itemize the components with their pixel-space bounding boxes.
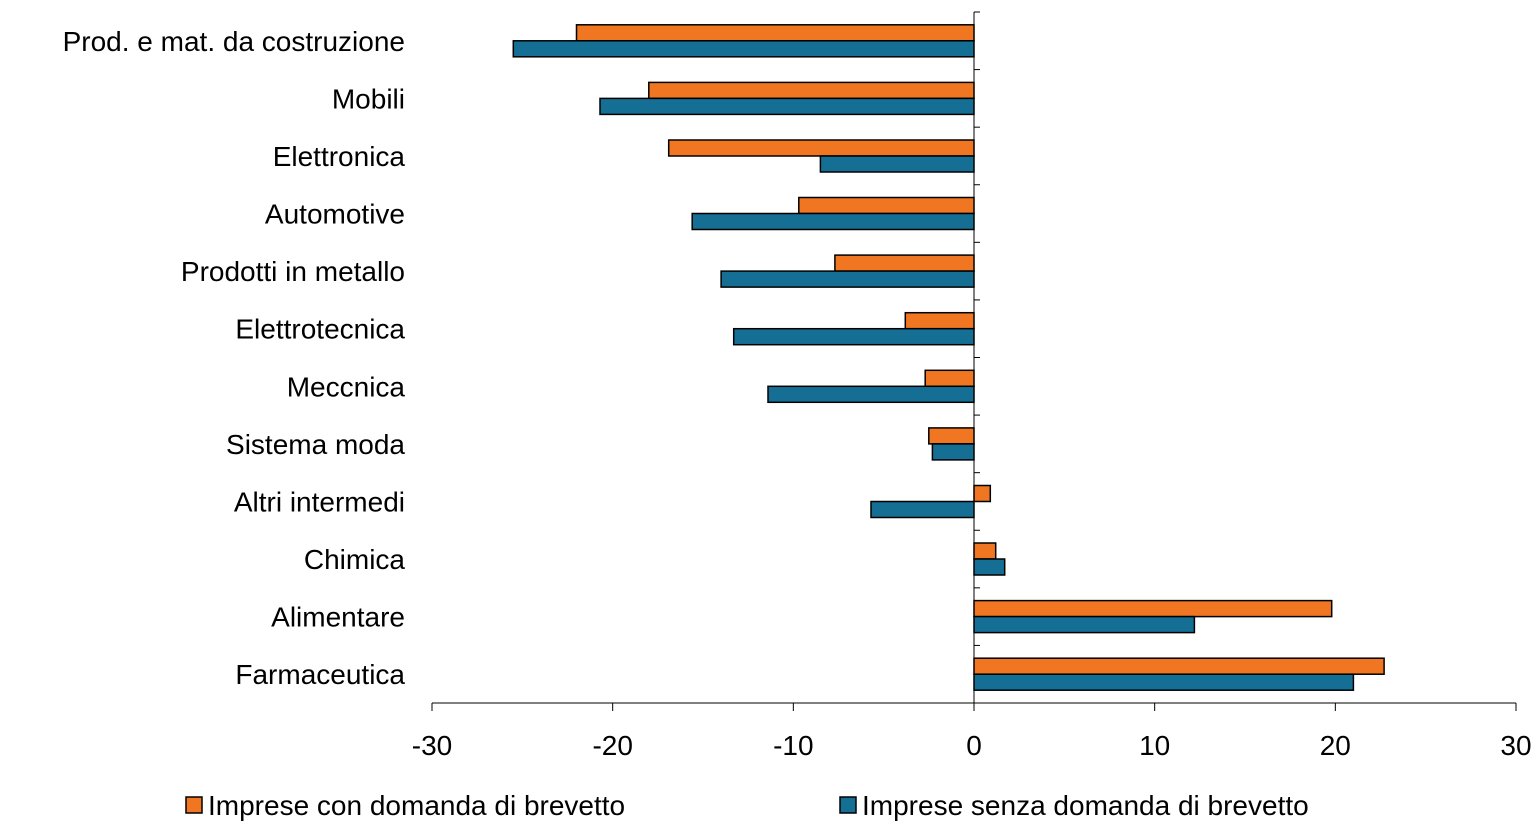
x-tick-labels: -30 -20 -10 0 10 20 30 [412, 730, 1532, 761]
category-labels: Prod. e mat. da costruzione Mobili Elettro… [63, 26, 406, 690]
category-label: Prodotti in metallo [181, 256, 405, 287]
category-label: Meccnica [287, 371, 406, 402]
category-label: Mobili [332, 83, 405, 114]
bar-series-1-10 [973, 542, 997, 560]
category-label: Alimentare [271, 602, 405, 633]
x-tick-label: 20 [1320, 730, 1351, 761]
axes-group [431, 11, 1517, 711]
bar-series-2-2 [599, 97, 975, 116]
bars-group [512, 24, 1385, 691]
bar-series-1-5 [834, 254, 975, 272]
category-label: Prod. e mat. da costruzione [63, 26, 405, 57]
bar-series-1-7 [924, 369, 975, 388]
x-tick-label: -20 [592, 730, 632, 761]
category-label: Elettronica [273, 141, 406, 172]
x-tick-label: -30 [412, 730, 452, 761]
bar-series-2-6 [732, 327, 975, 346]
bar-series-1-6 [904, 311, 975, 330]
bar-series-2-5 [720, 270, 975, 288]
x-tick-label: 30 [1500, 730, 1531, 761]
bar-series-1-9 [973, 484, 992, 503]
x-tick-label: -10 [773, 730, 813, 761]
category-label: Chimica [304, 544, 406, 575]
category-label: Altri intermedi [234, 487, 405, 518]
bar-series-2-3 [819, 155, 975, 173]
bar-series-1-8 [928, 427, 975, 445]
bar-series-1-1 [575, 24, 975, 42]
bar-series-2-4 [691, 212, 975, 231]
bar-series-1-4 [798, 196, 975, 215]
legend-swatch-2 [839, 796, 857, 814]
legend-label-1: Imprese con domanda di brevetto [208, 790, 625, 821]
category-label: Sistema moda [226, 429, 405, 460]
bar-series-2-9 [870, 500, 975, 519]
legend-label-2: Imprese senza domanda di brevetto [862, 790, 1309, 821]
bar-series-2-1 [512, 40, 975, 58]
bar-series-2-11 [973, 615, 1196, 634]
bar-series-2-10 [973, 558, 1006, 576]
bar-series-2-12 [973, 673, 1355, 691]
category-label: Farmaceutica [235, 659, 405, 690]
bar-series-1-11 [973, 599, 1333, 618]
x-tick-label: 10 [1139, 730, 1170, 761]
bar-series-1-2 [648, 81, 975, 100]
bar-series-1-12 [973, 657, 1385, 675]
x-tick-label: 0 [966, 730, 982, 761]
category-label: Elettrotecnica [235, 314, 405, 345]
legend-swatch-1 [185, 796, 203, 814]
legend: Imprese con domanda di brevetto Imprese s… [185, 790, 1309, 821]
category-label: Automotive [265, 199, 405, 230]
bar-series-2-7 [767, 385, 975, 404]
bar-series-1-3 [667, 139, 975, 157]
bar-series-2-8 [931, 443, 975, 461]
